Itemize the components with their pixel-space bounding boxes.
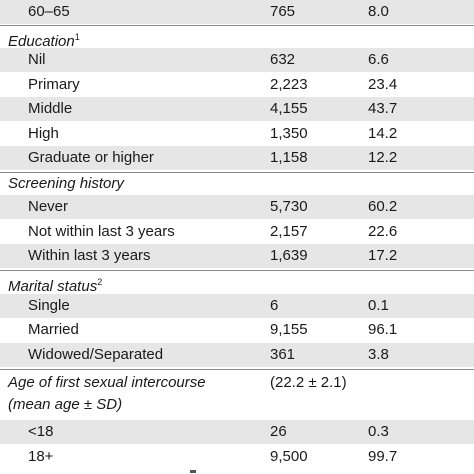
row-label: Within last 3 years	[28, 247, 151, 264]
row-count: 9,155	[270, 321, 308, 338]
row-count: 5,730	[270, 198, 308, 215]
row-percent: 0.3	[368, 423, 389, 440]
row-label: Not within last 3 years	[28, 223, 175, 240]
row-percent: 96.1	[368, 321, 398, 338]
table-row: Nil 632 6.6	[0, 48, 474, 73]
footnote-marker: 2	[97, 277, 103, 287]
section-title: Education	[8, 33, 75, 50]
table-row: Graduate or higher 1,158 12.2	[0, 146, 474, 171]
row-percent: 99.7	[368, 448, 398, 465]
row-label: Single	[28, 297, 70, 314]
row-label: Married	[28, 321, 79, 338]
row-count: 4,155	[270, 100, 308, 117]
row-count: 26	[270, 423, 287, 440]
row-label: 60–65	[28, 3, 70, 20]
table-row: High 1,350 14.2	[0, 122, 474, 146]
row-count: 1,639	[270, 247, 308, 264]
row-percent: 43.7	[368, 100, 398, 117]
section-title: Marital status	[8, 278, 98, 295]
row-percent: 22.6	[368, 223, 398, 240]
mean-age-value: (22.2 ± 2.1)	[270, 374, 347, 391]
row-label: <18	[28, 423, 54, 440]
table-row: Married 9,155 96.1	[0, 318, 474, 342]
row-count: 2,223	[270, 76, 308, 93]
row-percent: 60.2	[368, 198, 398, 215]
row-count: 361	[270, 346, 296, 363]
table-row: Primary 2,223 23.4	[0, 73, 474, 97]
row-label: Middle	[28, 100, 73, 117]
row-count: 1,158	[270, 149, 308, 166]
row-percent: 0.1	[368, 297, 389, 314]
section-header-age-first-intercourse: Age of first sexual intercourse (mean ag…	[0, 369, 474, 418]
row-percent: 8.0	[368, 3, 389, 20]
row-count: 765	[270, 3, 296, 20]
table-row: Within last 3 years 1,639 17.2	[0, 244, 474, 269]
section-title: Screening history	[8, 175, 124, 192]
row-label: Primary	[28, 76, 80, 93]
row-percent: 3.8	[368, 346, 389, 363]
row-count: 9,500	[270, 448, 308, 465]
row-percent: 6.6	[368, 51, 389, 68]
table-row: Single 6 0.1	[0, 294, 474, 319]
footnote-mark-fragment	[190, 470, 196, 473]
row-label: Graduate or higher	[28, 149, 154, 166]
section-header-education: Education1	[0, 25, 474, 50]
section-header-marital-status: Marital status2	[0, 270, 474, 295]
table-row: Widowed/Separated 361 3.8	[0, 343, 474, 368]
row-percent: 17.2	[368, 247, 398, 264]
row-label: 18+	[28, 448, 54, 465]
row-count: 1,350	[270, 125, 308, 142]
table-row: 60–65 765 8.0	[0, 0, 474, 25]
row-percent: 23.4	[368, 76, 398, 93]
row-percent: 12.2	[368, 149, 398, 166]
row-label: High	[28, 125, 59, 142]
row-label: Nil	[28, 51, 46, 68]
row-label: Widowed/Separated	[28, 346, 164, 363]
section-header-screening-history: Screening history	[0, 172, 474, 195]
table-row: Middle 4,155 43.7	[0, 97, 474, 122]
section-subtitle: (mean age ± SD)	[8, 396, 123, 413]
row-count: 632	[270, 51, 296, 68]
row-percent: 14.2	[368, 125, 398, 142]
table-row: <18 26 0.3	[0, 420, 474, 445]
table-row: Not within last 3 years 2,157 22.6	[0, 220, 474, 244]
section-title: Age of first sexual intercourse	[8, 374, 206, 391]
footnote-marker: 1	[74, 32, 80, 42]
table-row: Never 5,730 60.2	[0, 195, 474, 220]
row-count: 2,157	[270, 223, 308, 240]
row-count: 6	[270, 297, 279, 314]
row-label: Never	[28, 198, 69, 215]
table-row: 18+ 9,500 99.7	[0, 445, 474, 469]
